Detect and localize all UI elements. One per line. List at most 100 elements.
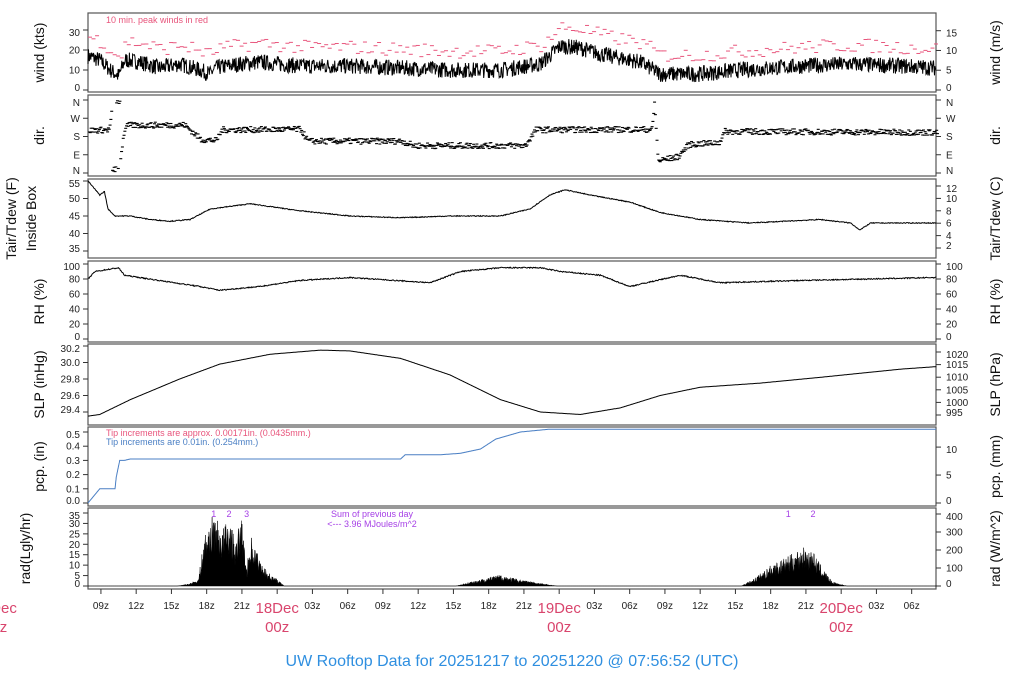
radiation-peak-label: 1 — [786, 509, 791, 519]
temp-right-tick-label: 8 — [946, 206, 952, 217]
dir-left-axis-label: dir. — [31, 126, 47, 145]
wind-left-tick-label: 20 — [69, 46, 81, 57]
dir-right-tick-label: S — [946, 132, 953, 143]
slp-right-tick-label: 1000 — [946, 398, 969, 409]
rh-line — [87, 266, 937, 292]
rh-right-tick-label: 100 — [946, 262, 963, 273]
radiation-sum-value: <--- 3.96 MJoules/m^2 — [327, 519, 417, 529]
x-date-hour-label: 00z — [265, 619, 289, 636]
radiation-peak-label: 1 — [211, 509, 216, 519]
rad-left-tick-label: 5 — [74, 571, 80, 582]
slp-line — [87, 349, 937, 417]
x-tick-label: 12z — [692, 601, 708, 612]
temp-left-tick-label: 35 — [69, 244, 81, 255]
x-tick-label: 03z — [586, 601, 602, 612]
x-tick-label: 03z — [304, 601, 320, 612]
x-tick-label: 18z — [199, 601, 215, 612]
temp-left-axis-label: Inside Box — [23, 186, 39, 251]
pcp-right-tick-label: 5 — [946, 471, 952, 482]
rad-right-tick-label: 300 — [946, 528, 963, 539]
slp-left-tick-label: 29.6 — [61, 391, 81, 402]
solar-radiation-area — [88, 517, 937, 587]
temp-right-tick-label: 4 — [946, 231, 952, 242]
dir-left-tick-label: N — [73, 166, 80, 177]
rh-left-tick-label: 40 — [69, 305, 81, 316]
rad-left-tick-label: 0 — [74, 579, 80, 590]
temp-left-tick-label: 50 — [69, 194, 81, 205]
rh-left-tick-label: 20 — [69, 320, 81, 331]
rad-right-tick-label: 0 — [946, 579, 952, 590]
slp-left-axis-label: SLP (inHg) — [31, 350, 47, 418]
x-tick-label: 18z — [481, 601, 497, 612]
dir-right-tick-label: W — [946, 114, 956, 125]
rh-left-axis-label: RH (%) — [31, 279, 47, 325]
radiation-peak-label: 2 — [810, 509, 815, 519]
temp-left-tick-label: 45 — [69, 212, 81, 223]
rh-right-axis-label: RH (%) — [987, 279, 1003, 325]
slp-right-axis-label: SLP (hPa) — [987, 352, 1003, 416]
x-tick-label: 15z — [727, 601, 743, 612]
dir-left-tick-label: E — [73, 150, 80, 161]
wind-right-axis-label: wind (m/s) — [987, 20, 1003, 86]
slp-right-tick-label: 1010 — [946, 373, 969, 384]
rad-left-tick-label: 35 — [69, 511, 81, 522]
temp-left-axis-label: Tair/Tdew (F) — [3, 177, 19, 259]
pcp-left-tick-label: 0.0 — [66, 496, 80, 507]
pcp-annotation-approx: Tip increments are approx. 0.00171in. (0… — [106, 428, 311, 438]
x-date-label: 18Dec — [255, 600, 299, 617]
rh-right-tick-label: 20 — [946, 320, 958, 331]
rad-right-tick-label: 200 — [946, 546, 963, 557]
rad-left-axis-label: rad(Lgly/hr) — [17, 513, 33, 585]
rad-right-tick-label: 100 — [946, 564, 963, 575]
wind-left-tick-label: 0 — [74, 83, 80, 94]
x-date-hour-label: 00z — [547, 619, 571, 636]
rad-left-tick-label: 10 — [69, 561, 81, 572]
pcp-left-tick-label: 0.4 — [66, 442, 80, 453]
x-tick-label: 21z — [234, 601, 250, 612]
dir-left-tick-label: S — [73, 132, 80, 143]
wind-right-tick-label: 15 — [946, 29, 958, 40]
wind-left-tick-label: 30 — [69, 28, 81, 39]
dir-panel-frame — [87, 94, 937, 177]
chart-title: UW Rooftop Data for 20251217 to 20251220… — [286, 653, 739, 670]
x-tick-label: 09z — [93, 601, 109, 612]
temp-right-tick-label: 6 — [946, 219, 952, 230]
rh-right-tick-label: 40 — [946, 305, 958, 316]
wind-left-tick-label: 10 — [69, 66, 81, 77]
temp-left-tick-label: 40 — [69, 229, 81, 240]
dir-left-tick-label: N — [73, 98, 80, 109]
temp-line — [87, 180, 937, 231]
slp-right-tick-label: 1020 — [946, 350, 969, 361]
temp-right-tick-label: 12 — [946, 184, 958, 195]
temp-right-axis-label: Tair/Tdew (C) — [987, 176, 1003, 260]
x-tick-label: 06z — [622, 601, 638, 612]
x-tick-label: 03z — [868, 601, 884, 612]
x-date-label: 19Dec — [537, 600, 581, 617]
wind-right-tick-label: 0 — [946, 83, 952, 94]
rh-panel-frame — [87, 260, 937, 343]
x-tick-label: 12z — [410, 601, 426, 612]
rad-left-tick-label: 30 — [69, 519, 81, 530]
x-date-label: 17Dec — [0, 600, 17, 617]
rh-left-tick-label: 80 — [69, 275, 81, 286]
rad-right-axis-label: rad (W/m^2) — [987, 510, 1003, 587]
rh-left-tick-label: 100 — [63, 262, 80, 273]
pcp-left-tick-label: 0.3 — [66, 456, 80, 467]
x-tick-label: 15z — [445, 601, 461, 612]
rad-left-tick-label: 25 — [69, 529, 81, 540]
wind-right-tick-label: 5 — [946, 66, 952, 77]
rad-left-tick-label: 15 — [69, 550, 81, 561]
x-tick-label: 21z — [798, 601, 814, 612]
x-tick-label: 21z — [516, 601, 532, 612]
x-tick-label: 09z — [657, 601, 673, 612]
temp-right-tick-label: 2 — [946, 241, 952, 252]
rad-left-tick-label: 20 — [69, 540, 81, 551]
rh-right-tick-label: 0 — [946, 332, 952, 343]
pcp-right-tick-label: 0 — [946, 496, 952, 507]
dir-right-tick-label: N — [946, 98, 953, 109]
pcp-left-tick-label: 0.1 — [66, 484, 80, 495]
pcp-right-axis-label: pcp. (mm) — [987, 435, 1003, 498]
wind-left-axis-label: wind (kts) — [31, 23, 47, 84]
slp-right-tick-label: 1005 — [946, 385, 969, 396]
